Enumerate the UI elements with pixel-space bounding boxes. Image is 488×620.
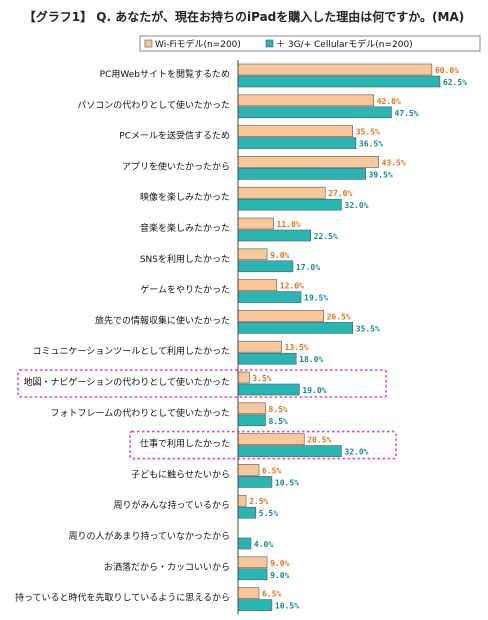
data-label-series-1: 60.0% (435, 66, 459, 75)
bar-series-2 (237, 168, 366, 180)
category-label: コミュニケーションツールとして利用したかった (32, 345, 230, 357)
category-label: ゲームをやりたかった (140, 284, 230, 296)
bar-series-1 (237, 371, 250, 384)
data-label-series-2: 10.5% (275, 602, 299, 611)
category-label: 子どもに触らせたいから (131, 468, 230, 480)
data-label-series-2: 62.5% (443, 78, 467, 87)
category-label: 映像を楽しみたかった (140, 191, 230, 203)
data-label-series-1: 11.0% (277, 220, 301, 229)
bar-series-2 (237, 537, 252, 550)
bar-series-1 (237, 464, 260, 476)
category-label: 周りの人があまり持っていなかったから (68, 530, 230, 542)
highlight-box-1 (17, 369, 387, 398)
bar-series-1 (237, 186, 326, 199)
data-label-series-2: 8.5% (268, 417, 287, 426)
data-label-series-2: 17.0% (296, 263, 320, 272)
legend-label-1: Wi-Fiモデル(n=200) (155, 38, 241, 50)
bar-series-1 (237, 340, 282, 353)
data-label-series-1: 8.5% (268, 405, 287, 414)
category-label: パソコンの代わりとして使いたかった (77, 99, 230, 111)
data-label-series-2: 19.5% (304, 294, 328, 303)
bar-series-2 (237, 229, 311, 242)
bar-series-2 (237, 106, 392, 119)
data-label-series-2: 22.5% (314, 232, 338, 241)
data-label-series-1: 20.5% (307, 436, 331, 445)
category-label: 仕事で利用したかった (140, 438, 230, 450)
data-label-series-1: 2.5% (249, 497, 268, 506)
data-label-series-2: 19.0% (302, 386, 326, 395)
data-label-series-2: 35.5% (356, 324, 380, 333)
bar-series-2 (237, 75, 441, 88)
legend-box (139, 35, 481, 52)
category-label: アプリを使いたかったから (122, 160, 230, 172)
data-label-series-1: 6.5% (262, 590, 281, 599)
legend: Wi-Fiモデル(n=200) ＋ 3G/+ Cellularモデル(n=200) (139, 35, 481, 52)
highlight-box-2 (129, 430, 397, 460)
data-label-series-2: 4.0% (254, 540, 273, 549)
data-label-series-2: 18.0% (299, 355, 323, 364)
data-label-series-2: 5.5% (259, 509, 278, 518)
category-label: 持っていると時代を先取りしているように思えるから (15, 592, 230, 604)
data-label-series-1: 9.0% (270, 251, 289, 260)
category-label: 音楽を楽しみたかった (140, 222, 230, 234)
bar-series-1 (237, 156, 379, 168)
bar-series-2 (237, 568, 268, 581)
bar-series-2 (237, 291, 302, 303)
data-label-series-1: 13.5% (285, 343, 309, 352)
data-label-series-2: 32.0% (344, 448, 368, 457)
bar-series-2 (237, 445, 342, 457)
bar-series-1 (237, 587, 260, 599)
data-label-series-1: 6.5% (262, 466, 281, 475)
category-label: 周りがみんな持っているから (113, 499, 230, 511)
data-label-series-1: 43.5% (382, 158, 406, 167)
data-label-series-2: 10.5% (275, 478, 299, 487)
data-label-series-2: 47.5% (394, 109, 418, 118)
bar-series-2 (237, 383, 300, 396)
legend-swatch-1 (144, 39, 153, 48)
bar-series-2 (237, 137, 357, 149)
bar-series-2 (237, 506, 257, 519)
bar-series-1 (237, 125, 353, 137)
bar-series-2 (237, 322, 353, 334)
data-label-series-2: 9.0% (270, 571, 289, 580)
category-label: 旅先での情報収集に使いたかった (95, 314, 230, 326)
data-label-series-1: 42.0% (377, 97, 401, 106)
data-label-series-2: 32.0% (344, 201, 368, 210)
data-label-series-1: 12.0% (280, 282, 304, 291)
category-label: PCメールを送受信するため (119, 130, 230, 142)
category-label: PC用Webサイトを閲覧するため (100, 68, 230, 80)
category-label: 地図・ナビゲーションの代わりとして使いたかった (23, 376, 230, 388)
legend-label-2: ＋ 3G/+ Cellularモデル(n=200) (276, 38, 413, 50)
category-label: SNSを利用したかった (140, 253, 230, 265)
bar-series-2 (237, 599, 273, 611)
data-label-series-1: 26.5% (327, 312, 351, 321)
bar-series-1 (237, 217, 274, 230)
bar-series-1 (237, 556, 268, 569)
data-label-series-1: 9.0% (270, 559, 289, 568)
bar-series-2 (237, 414, 266, 427)
legend-swatch-2 (265, 39, 274, 48)
bar-series-2 (237, 260, 294, 273)
data-label-series-2: 36.5% (359, 140, 383, 149)
bar-series-1 (237, 63, 433, 76)
bar-series-2 (237, 198, 342, 211)
data-label-series-1: 35.5% (356, 128, 380, 137)
bar-series-1 (237, 279, 278, 291)
category-label: お洒落だから・カッコいいから (104, 561, 230, 573)
chart-title: 【グラフ1】 Q. あなたが、現在お持ちのiPadを購入した理由は何ですか。(M… (23, 10, 465, 24)
bar-series-1 (237, 248, 268, 261)
data-label-series-1: 27.0% (328, 189, 352, 198)
bar-series-1 (237, 494, 247, 507)
bar-series-1 (237, 310, 324, 322)
bar-series-1 (237, 94, 374, 107)
bar-series-2 (237, 352, 297, 365)
data-label-series-1: 3.5% (252, 374, 271, 383)
bar-series-1 (237, 433, 305, 445)
category-label: フォトフレームの代わりとして使いたかった (51, 407, 230, 419)
bar-series-2 (237, 476, 273, 488)
data-label-series-2: 39.5% (369, 170, 393, 179)
bar-series-1 (237, 402, 266, 415)
